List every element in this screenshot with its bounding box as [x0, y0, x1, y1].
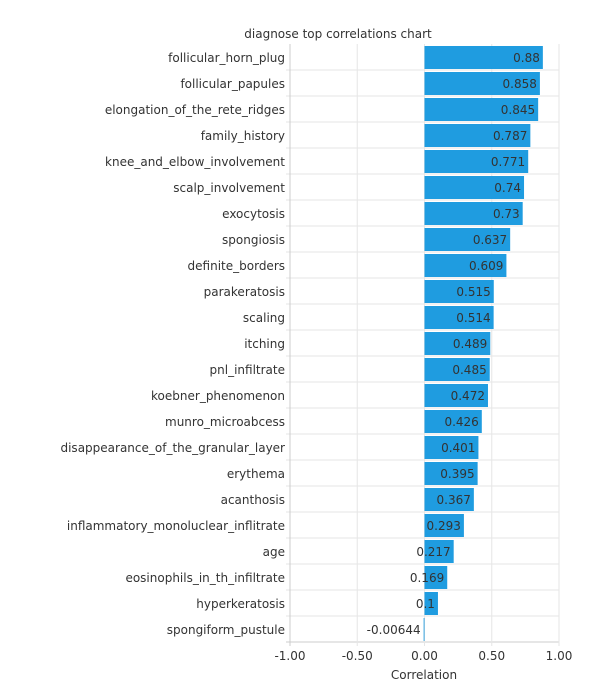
bar-value-label: 0.771 — [491, 155, 525, 169]
bar-value-label: 0.845 — [501, 103, 535, 117]
bar-value-label: 0.217 — [416, 545, 450, 559]
bar-value-label: 0.609 — [469, 259, 503, 273]
category-label: knee_and_elbow_involvement — [105, 155, 285, 169]
bars: 0.88 0.858 0.845 0.787 0.771 0.74 0.73 0.637 0.6… — [367, 46, 543, 641]
bar — [424, 72, 540, 95]
bar-value-label: 0.787 — [493, 129, 527, 143]
x-tick-label: 1.00 — [546, 649, 573, 663]
x-tick-label: 0.50 — [478, 649, 505, 663]
category-label: disappearance_of_the_granular_layer — [60, 441, 285, 455]
bar-value-label: 0.367 — [437, 493, 471, 507]
x-tick-labels: -1.00 -0.50 0.00 0.50 1.00 — [274, 649, 572, 663]
bar — [424, 202, 523, 225]
category-label: scalp_involvement — [173, 181, 285, 195]
category-label: erythema — [227, 467, 285, 481]
bar — [424, 488, 474, 511]
bar-value-label: 0.73 — [493, 207, 520, 221]
x-axis-label: Correlation — [391, 668, 457, 682]
bar — [424, 176, 525, 199]
bar — [424, 592, 438, 615]
bar — [424, 254, 507, 277]
category-label: age — [263, 545, 285, 559]
bar-value-label: 0.489 — [453, 337, 487, 351]
category-label: munro_microabcess — [165, 415, 285, 429]
bar — [423, 618, 425, 641]
category-label: itching — [244, 337, 285, 351]
bar-value-label: 0.515 — [456, 285, 490, 299]
category-label: inflammatory_monoluclear_inflitrate — [67, 519, 285, 533]
category-label: elongation_of_the_rete_ridges — [105, 103, 285, 117]
category-label: spongiform_pustule — [167, 623, 285, 637]
bar — [424, 540, 454, 563]
bar — [424, 124, 531, 147]
bar — [424, 566, 448, 589]
bar — [424, 228, 511, 251]
bar — [424, 410, 482, 433]
category-label: family_history — [201, 129, 285, 143]
category-labels: follicular_horn_plug follicular_papulesel… — [60, 51, 285, 637]
category-label: hyperkeratosis — [196, 597, 285, 611]
bar — [424, 280, 494, 303]
category-label: exocytosis — [222, 207, 285, 221]
x-tick-label: -1.00 — [274, 649, 305, 663]
bar-value-label: 0.401 — [441, 441, 475, 455]
bar — [424, 436, 479, 459]
bar-value-label: 0.472 — [451, 389, 485, 403]
category-label: scaling — [243, 311, 285, 325]
bar-value-label: 0.74 — [494, 181, 521, 195]
bar — [424, 462, 478, 485]
x-tick-label: 0.00 — [411, 649, 438, 663]
bar-value-label: 0.293 — [427, 519, 461, 533]
bar-value-label: 0.514 — [456, 311, 490, 325]
bar-value-label: 0.88 — [513, 51, 540, 65]
bar-value-label: 0.1 — [416, 597, 435, 611]
bar — [424, 150, 529, 173]
category-label: acanthosis — [221, 493, 285, 507]
bar — [424, 514, 464, 537]
chart-title: diagnose top correlations chart — [244, 27, 432, 41]
bar — [424, 98, 539, 121]
category-label: pnl_infiltrate — [210, 363, 285, 377]
bar-value-label: 0.485 — [452, 363, 486, 377]
category-label: spongiosis — [222, 233, 285, 247]
category-label: eosinophils_in_th_infiltrate — [125, 571, 285, 585]
bar-value-label: 0.637 — [473, 233, 507, 247]
x-tick-label: -0.50 — [342, 649, 373, 663]
category-label: follicular_papules — [180, 77, 285, 91]
category-label: follicular_horn_plug — [168, 51, 285, 65]
bar — [424, 358, 490, 381]
bar — [424, 384, 488, 407]
bar-value-label: 0.395 — [440, 467, 474, 481]
bar-value-label: -0.00644 — [367, 623, 421, 637]
bar — [424, 332, 491, 355]
category-label: koebner_phenomenon — [151, 389, 285, 403]
bar-value-label: 0.169 — [410, 571, 444, 585]
bar — [424, 46, 543, 69]
category-label: parakeratosis — [204, 285, 285, 299]
category-label: definite_borders — [188, 259, 285, 273]
bar — [424, 306, 494, 329]
bar-value-label: 0.426 — [444, 415, 478, 429]
bar-value-label: 0.858 — [503, 77, 537, 91]
